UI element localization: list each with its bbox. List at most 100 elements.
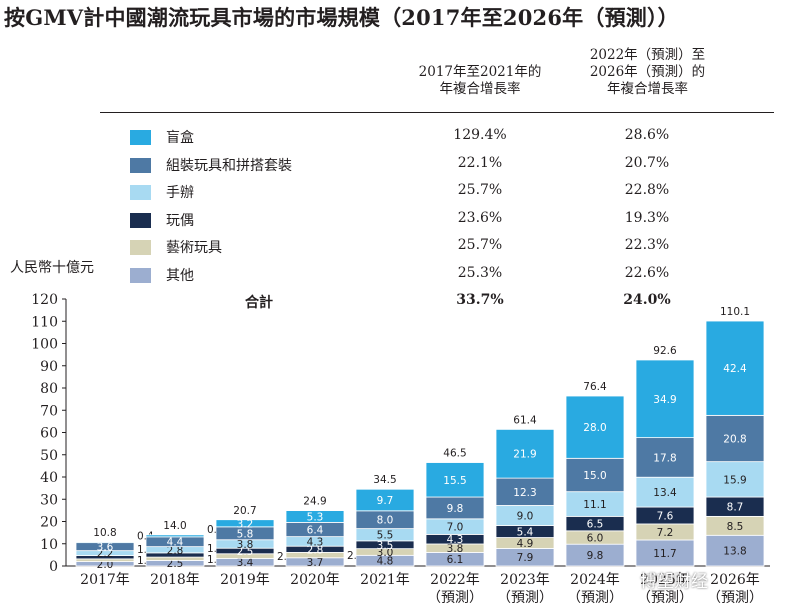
header-line: 年複合增長率 — [607, 81, 688, 97]
bar-segment — [355, 488, 415, 512]
data-label: 8.7 — [727, 502, 744, 514]
data-label: 15.0 — [583, 470, 606, 482]
x-tick-label: 2018年 — [150, 572, 200, 588]
data-label: 7.2 — [657, 527, 674, 539]
legend-label: 其他 — [166, 267, 194, 284]
bar-segment — [635, 359, 695, 439]
bar-segment — [565, 457, 625, 493]
y-tick-label: 10 — [40, 537, 58, 553]
x-tick-label: 2025年 — [640, 572, 690, 588]
y-tick-label: 80 — [40, 381, 58, 397]
x-tick-label: 2017年 — [80, 572, 130, 588]
data-label: 3.8 — [237, 539, 254, 551]
x-tick-label: 2023年 — [500, 572, 550, 588]
data-label: 4.8 — [377, 556, 394, 568]
y-tick-label: 110 — [31, 314, 58, 330]
total-label: 46.5 — [443, 448, 466, 460]
y-tick-label: 50 — [40, 448, 58, 464]
data-label: 15.5 — [443, 475, 466, 487]
data-label: 6.1 — [447, 554, 464, 566]
y-tick-label: 30 — [40, 492, 58, 508]
header-line: 2026年（預測）的 — [589, 64, 706, 80]
total-label: 92.6 — [653, 345, 677, 357]
data-label: 20.8 — [723, 434, 746, 446]
data-label: 12.3 — [513, 487, 536, 499]
data-label: 6.4 — [307, 525, 324, 537]
data-label: 7.9 — [517, 552, 534, 564]
data-label: 5.4 — [517, 527, 534, 539]
data-label: 8.5 — [727, 521, 744, 533]
data-label: 9.8 — [447, 503, 464, 515]
total-label: 14.0 — [163, 520, 186, 532]
data-label: 9.8 — [587, 550, 604, 562]
data-label: 3.5 — [377, 540, 394, 552]
legend-swatch — [130, 185, 151, 200]
bar-segment — [425, 462, 485, 498]
total-label: 合計 — [245, 295, 273, 311]
data-label: 6.5 — [587, 519, 604, 531]
data-label: 28.0 — [583, 422, 606, 434]
bar-segment — [215, 519, 275, 528]
data-label: 13.8 — [723, 546, 746, 558]
cagr-2017-2021-value: 25.3% — [457, 264, 503, 281]
cagr-2022-2026-value: 22.3% — [624, 237, 670, 253]
total-label: 10.8 — [93, 527, 116, 539]
data-label: 8.0 — [377, 515, 394, 527]
cagr-2022-2026-value: 22.8% — [624, 182, 670, 198]
total-label: 24.9 — [303, 496, 326, 508]
x-tick-label: 2024年 — [570, 572, 620, 588]
x-tick-label: 2019年 — [220, 572, 270, 588]
y-tick-label: 20 — [40, 515, 58, 531]
total-label: 34.5 — [373, 474, 396, 486]
data-label: 21.9 — [513, 449, 536, 461]
table-rule — [100, 112, 774, 113]
data-label: 34.9 — [653, 394, 676, 406]
data-label: 4.3 — [447, 534, 464, 546]
data-label: 6.0 — [587, 533, 604, 545]
y-tick-label: 100 — [31, 337, 58, 353]
cagr-2022-2026-value: 22.6% — [624, 264, 670, 281]
bar-segment — [635, 476, 695, 508]
header-line: 年複合增長率 — [439, 81, 521, 97]
y-tick-label: 70 — [40, 403, 58, 419]
x-tick-label: （預測） — [567, 590, 623, 606]
bar-segment — [565, 491, 625, 517]
y-tick-label: 0 — [49, 559, 58, 575]
data-label: 11.7 — [653, 548, 676, 560]
total-label: 20.7 — [233, 505, 256, 517]
x-tick-label: 2021年 — [360, 572, 410, 588]
bar-segment — [75, 541, 135, 544]
cagr-2017-2021-value: 25.7% — [457, 182, 503, 198]
legend-swatch — [130, 130, 151, 145]
bar-segment — [705, 534, 765, 567]
data-label: 9.7 — [377, 495, 394, 507]
x-tick-label: （預測） — [707, 590, 763, 606]
legend-label: 玩偶 — [166, 212, 194, 229]
x-tick-label: （預測） — [637, 590, 693, 606]
watermark-text: 博望财经 — [640, 572, 708, 592]
data-label: 3.2 — [237, 518, 254, 530]
legend-swatch — [130, 267, 151, 283]
total-cagr-2017-2021: 33.7% — [456, 292, 504, 308]
total-label: 76.4 — [583, 381, 607, 393]
legend-swatch — [130, 240, 151, 255]
header-line: 2022年（預測）至 — [589, 47, 706, 63]
data-label: 2.5 — [167, 558, 184, 570]
bar-segment — [285, 510, 345, 523]
data-label: 13.4 — [653, 487, 677, 499]
legend-swatch — [130, 212, 151, 228]
data-label: 2.5 — [237, 546, 254, 558]
bar-segment — [495, 428, 555, 479]
data-label: 17.8 — [653, 452, 676, 464]
cagr-2017-2021-value: 23.6% — [457, 209, 503, 226]
data-label: 5.5 — [377, 530, 394, 542]
data-label: 3.4 — [237, 557, 254, 569]
y-tick-label: 120 — [31, 292, 58, 308]
bar-segment — [635, 437, 695, 478]
y-axis-unit-label: 人民幣十億元 — [10, 260, 94, 276]
data-label: 3.0 — [377, 547, 394, 559]
bar-segment — [495, 477, 555, 506]
legend-label: 組裝玩具和拼搭套裝 — [166, 157, 292, 174]
x-tick-label: （預測） — [497, 590, 553, 606]
cagr-2022-2026-header: 2022年（預測）至 2026年（預測）的 年複合增長率 — [575, 47, 720, 98]
